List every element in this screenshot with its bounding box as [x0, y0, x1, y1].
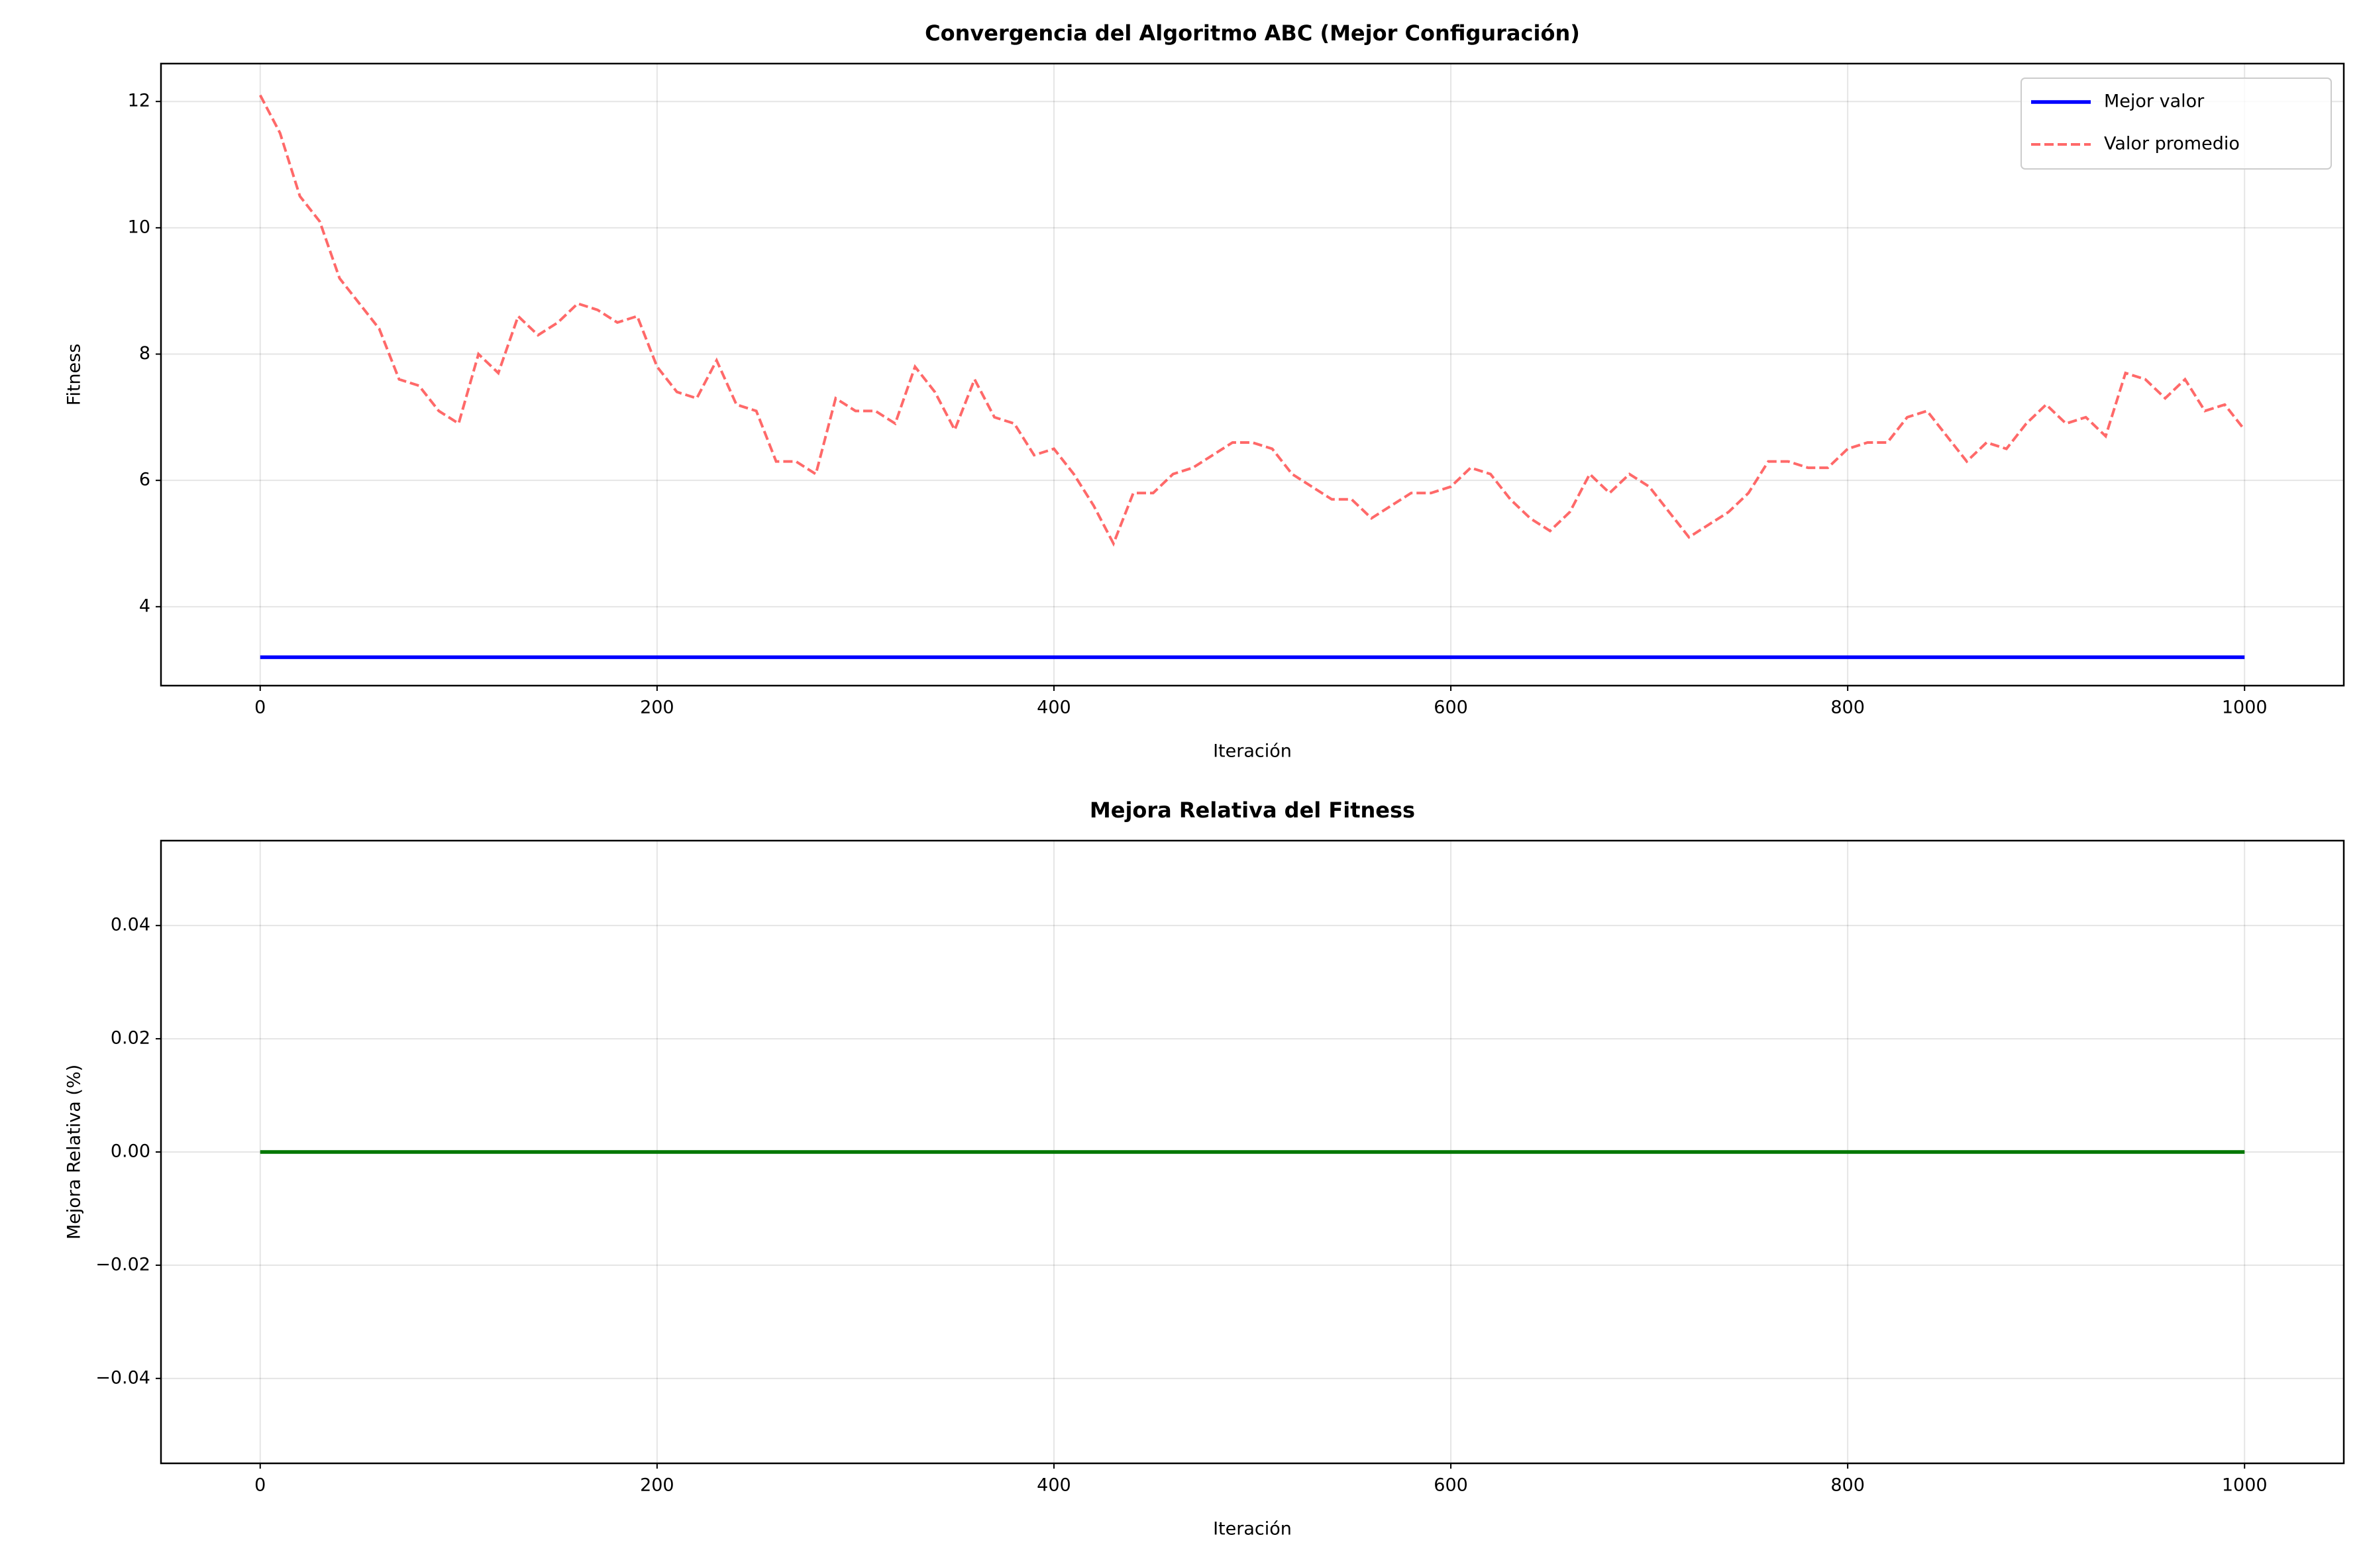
- plot-frame: [160, 839, 2345, 1465]
- x-tick-label: 800: [1830, 698, 1865, 718]
- y-tick-label: 10: [128, 217, 150, 237]
- y-tick-label: −0.02: [95, 1254, 150, 1275]
- legend-label: Valor promedio: [2104, 134, 2240, 154]
- x-tick-label: 1000: [2222, 1475, 2268, 1496]
- y-tick-label: 4: [139, 596, 150, 616]
- y-tick-label: 6: [139, 470, 150, 490]
- legend-box: [2021, 78, 2332, 170]
- x-tick-label: 600: [1434, 1475, 1468, 1496]
- x-tick-label: 200: [640, 1475, 674, 1496]
- x-axis-label: Iteración: [1213, 1519, 1292, 1540]
- legend-label: Mejor valor: [2104, 91, 2205, 112]
- y-axis-label: Mejora Relativa (%): [64, 1065, 85, 1239]
- x-tick-label: 200: [640, 698, 674, 718]
- x-tick-label: 400: [1037, 1475, 1071, 1496]
- chart-title: Convergencia del Algoritmo ABC (Mejor Co…: [925, 21, 1580, 46]
- x-tick-label: 0: [254, 698, 266, 718]
- y-axis-label: Fitness: [64, 344, 85, 406]
- x-tick-label: 800: [1830, 1475, 1865, 1496]
- x-tick-label: 1000: [2222, 698, 2268, 718]
- x-axis-label: Iteración: [1213, 741, 1292, 762]
- y-tick-label: 12: [128, 91, 150, 111]
- y-tick-label: −0.04: [95, 1367, 150, 1388]
- y-tick-label: 0.02: [111, 1028, 150, 1049]
- data-line: [259, 94, 2246, 547]
- y-tick-label: 8: [139, 343, 150, 364]
- chart-title: Mejora Relativa del Fitness: [1090, 798, 1415, 823]
- y-tick-label: 0.00: [111, 1141, 150, 1162]
- y-tick-label: 0.04: [111, 915, 150, 935]
- x-tick-label: 0: [254, 1475, 266, 1496]
- x-tick-label: 400: [1037, 698, 1071, 718]
- x-tick-label: 600: [1434, 698, 1468, 718]
- plot-frame: [160, 62, 2345, 687]
